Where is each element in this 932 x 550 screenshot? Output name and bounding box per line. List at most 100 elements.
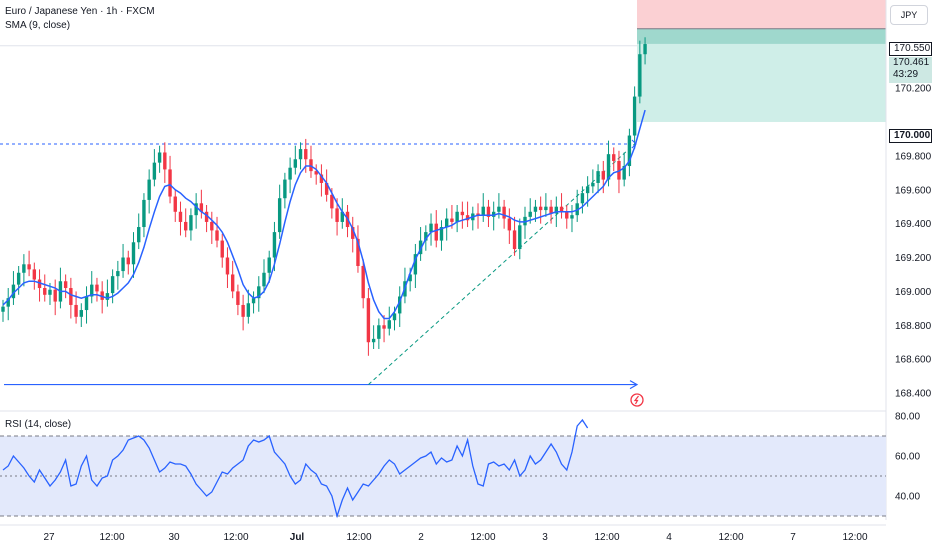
candle-body <box>627 135 632 167</box>
candle-body <box>643 44 647 55</box>
candle-body <box>497 206 501 212</box>
price-tick-label: 169.600 <box>895 185 932 196</box>
candle-body <box>476 213 480 216</box>
rsi-panel <box>0 418 886 519</box>
candle-body <box>366 298 371 343</box>
candle-body <box>262 272 266 287</box>
entry-price-tag: 170.550 <box>889 42 932 56</box>
candle-body <box>6 298 10 307</box>
candle-body <box>460 211 465 216</box>
candle-body <box>95 284 99 292</box>
candle-body <box>554 206 559 214</box>
rsi-legend[interactable]: RSI (14, close) <box>5 419 72 430</box>
candle-body <box>606 154 611 180</box>
candle-body <box>110 276 115 294</box>
candle-body <box>189 215 193 231</box>
candle-body <box>194 203 198 216</box>
rsi-axis[interactable]: 80.00 60.00 40.00 <box>895 412 920 503</box>
candle-body <box>105 293 110 300</box>
candle-body <box>335 208 339 222</box>
candle-body <box>622 166 626 180</box>
time-tick-label: 12:00 <box>223 532 248 543</box>
candle-body <box>283 179 287 199</box>
symbol-title[interactable]: Euro / Japanese Yen · 1h · FXCM <box>5 6 155 17</box>
time-axis[interactable]: 27 12:00 30 12:00 Jul 12:00 2 12:00 3 12:00 4 12:00… <box>43 532 868 543</box>
candle-body <box>1 306 5 312</box>
candle-body <box>538 206 543 211</box>
sma-legend[interactable]: SMA (9, close) <box>5 20 71 31</box>
long-position-tool[interactable] <box>0 0 886 122</box>
time-tick-label: 30 <box>168 532 180 543</box>
candle-body <box>585 186 590 194</box>
candle-body <box>84 296 89 311</box>
candle-body <box>230 274 235 292</box>
candle-body <box>377 325 381 339</box>
candle-body <box>241 304 245 317</box>
candle-body <box>507 218 512 231</box>
candle-body <box>304 149 308 160</box>
candle-body <box>251 298 256 304</box>
candle-body <box>22 264 26 273</box>
candle-body <box>277 198 282 233</box>
rsi-path <box>2 418 589 519</box>
candle-body <box>601 171 605 180</box>
time-tick-label: 12:00 <box>470 532 495 543</box>
candle-body <box>502 206 506 219</box>
candle-body <box>439 227 444 241</box>
candle-body <box>220 240 224 258</box>
candle-body <box>90 284 94 297</box>
time-tick-label: 7 <box>790 532 796 543</box>
candle-body <box>408 274 412 282</box>
time-tick-label: 12:00 <box>718 532 743 543</box>
candle-body <box>163 152 167 170</box>
candle-body <box>32 269 37 280</box>
candle-body <box>632 96 637 136</box>
time-tick-label: 12:00 <box>346 532 371 543</box>
candle-body <box>351 227 355 239</box>
time-tick-label: 4 <box>666 532 672 543</box>
candle-body <box>157 152 162 163</box>
candle-body <box>173 196 177 212</box>
candle-body <box>638 54 642 97</box>
last-price-value: 170.461 <box>893 57 930 68</box>
candle-body <box>565 211 569 219</box>
candle-body <box>210 221 214 231</box>
price-tick-label: 169.800 <box>895 151 932 162</box>
candle-body <box>257 286 261 299</box>
candle-body <box>147 179 151 200</box>
candle-body <box>100 291 104 300</box>
target-price-tag: 170.000 <box>889 129 932 143</box>
candle-body <box>314 171 318 175</box>
time-tick-label: 12:00 <box>594 532 619 543</box>
candle-body <box>178 211 183 222</box>
rsi-band <box>0 436 886 516</box>
price-tick-label: 169.200 <box>895 253 932 264</box>
currency-button[interactable]: JPY <box>890 5 928 25</box>
alert-bolt-glyph <box>633 395 639 405</box>
candle-body <box>528 211 532 217</box>
candle-body <box>455 211 459 222</box>
price-axis[interactable]: 170.200 169.800 169.600 169.400 169.200 169.0… <box>895 84 932 400</box>
candle-body <box>184 221 188 231</box>
candle-body <box>272 232 277 258</box>
candlestick-series <box>1 37 647 356</box>
candle-body <box>215 230 219 241</box>
candle-body <box>580 193 585 204</box>
candle-body <box>413 254 418 275</box>
chart-markers <box>630 139 644 407</box>
candle-body <box>298 149 303 160</box>
candle-body <box>11 284 16 299</box>
candle-body <box>612 154 616 161</box>
candle-body <box>204 211 209 222</box>
time-tick-label: 27 <box>43 532 55 543</box>
candle-body <box>361 265 365 299</box>
candle-body <box>429 223 433 233</box>
time-tick-label: 12:00 <box>99 532 124 543</box>
candle-body <box>63 281 68 289</box>
candle-body <box>199 203 204 212</box>
candle-body <box>418 240 423 255</box>
take-profit-zone <box>637 28 886 122</box>
rsi-tick-label: 80.00 <box>895 412 920 423</box>
candle-body <box>491 211 496 217</box>
